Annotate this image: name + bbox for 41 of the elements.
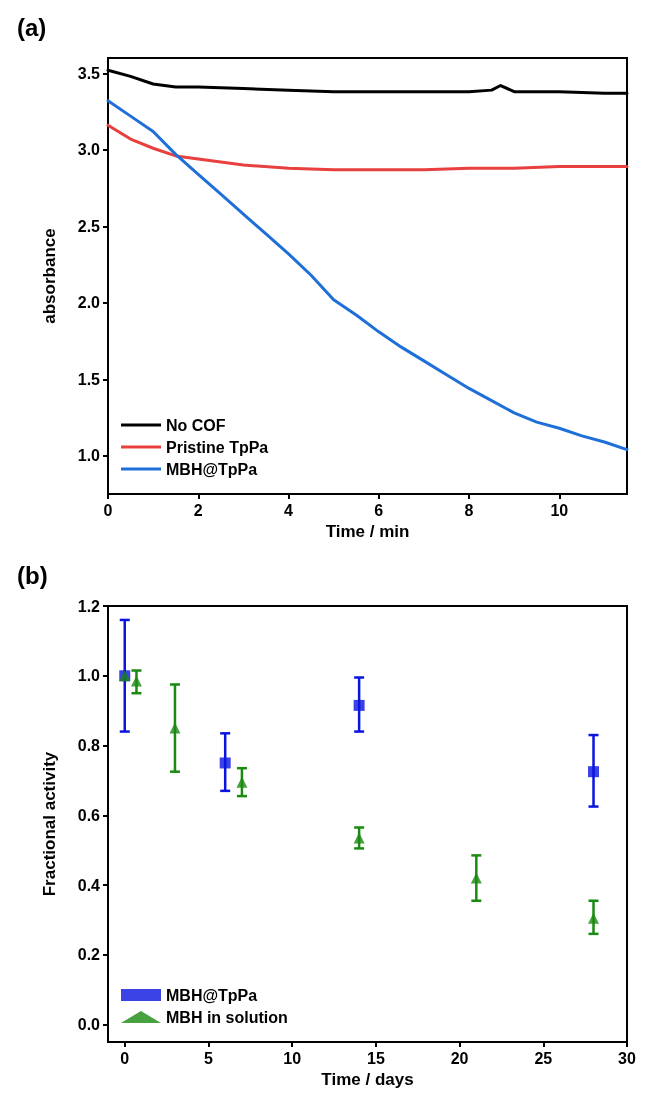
x-tick-label: 0 — [120, 1049, 130, 1067]
legend-label: No COF — [166, 416, 226, 434]
x-axis-title: Time / days — [321, 1069, 414, 1089]
chart-title: (a) — [17, 13, 47, 41]
y-tick-label: 3.0 — [77, 141, 101, 159]
y-axis-title: absorbance — [40, 228, 59, 324]
chart-title: (b) — [17, 561, 48, 589]
x-tick-label: 15 — [366, 1049, 385, 1067]
x-tick-label: 30 — [618, 1049, 636, 1067]
x-tick-label: 20 — [450, 1049, 469, 1067]
y-tick-label: 0.8 — [77, 737, 101, 755]
y-tick-label: 0.0 — [77, 1016, 101, 1034]
legend-label: MBH in solution — [166, 1008, 288, 1026]
y-tick-label: 2.0 — [77, 294, 101, 312]
legend-label: Pristine TpPa — [166, 438, 269, 456]
x-tick-label: 4 — [284, 501, 294, 519]
x-tick-label: 6 — [374, 501, 384, 519]
legend-label: MBH@TpPa — [166, 986, 258, 1004]
x-axis-title: Time / min — [325, 521, 410, 541]
point — [588, 766, 600, 778]
y-tick-label: 1.2 — [77, 597, 101, 615]
y-tick-label: 3.5 — [77, 64, 101, 82]
legend-label: MBH@TpPa — [166, 460, 258, 478]
y-tick-label: 1.0 — [77, 667, 101, 685]
point — [219, 757, 231, 769]
x-tick-label: 25 — [534, 1049, 553, 1067]
x-tick-label: 8 — [464, 501, 474, 519]
line-series — [106, 123, 629, 172]
y-tick-label: 0.4 — [77, 876, 101, 894]
y-tick-label: 0.2 — [77, 946, 101, 964]
x-tick-label: 10 — [283, 1049, 302, 1067]
point — [353, 699, 365, 711]
x-tick-label: 0 — [103, 501, 113, 519]
y-tick-label: 2.5 — [77, 217, 101, 235]
y-axis-title: Fractional activity — [40, 751, 59, 897]
x-tick-label: 10 — [550, 501, 569, 519]
x-tick-label: 2 — [193, 501, 203, 519]
x-tick-label: 5 — [204, 1049, 213, 1067]
y-tick-label: 1.5 — [77, 370, 101, 388]
y-tick-label: 0.6 — [77, 806, 101, 824]
y-tick-label: 1.0 — [77, 447, 101, 465]
